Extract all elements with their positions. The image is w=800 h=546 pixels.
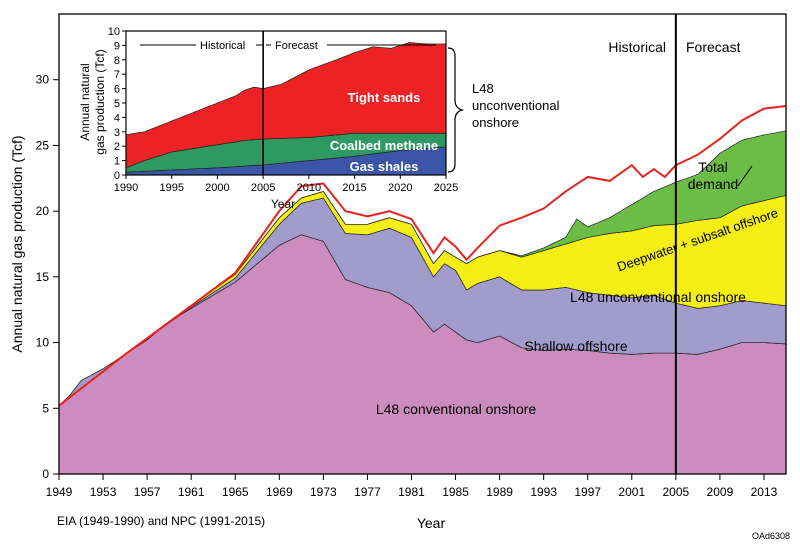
total-demand-line bbox=[58, 105, 787, 407]
main-x-ticks: 1949 1953 1957 1961 1965 1969 1973 1977 1981 1985… bbox=[46, 474, 778, 499]
inset-y-tick-label: 8 bbox=[114, 55, 120, 67]
main-y-tick-label: 20 bbox=[36, 204, 50, 218]
main-x-tick-label: 1977 bbox=[354, 485, 381, 499]
main-forecast-label: Forecast bbox=[686, 39, 741, 55]
inset-x-tick-label: 2005 bbox=[251, 182, 275, 194]
main-x-tick-label: 1993 bbox=[530, 485, 557, 499]
main-x-tick-label: 1969 bbox=[266, 485, 293, 499]
main-y-tick-label: 15 bbox=[36, 270, 50, 284]
inset-x-axis-label: Year bbox=[271, 197, 295, 211]
main-y-axis-label: Annual natural gas production (Tcf) bbox=[9, 135, 25, 352]
main-historical-label: Historical bbox=[608, 39, 666, 55]
main-y-tick-label: 0 bbox=[42, 467, 49, 481]
main-y-tick-label: 5 bbox=[42, 401, 49, 415]
figure-id: OAd6308 bbox=[752, 531, 790, 541]
inset-x-tick-label: 2010 bbox=[297, 182, 321, 194]
main-x-tick-label: 1949 bbox=[46, 485, 73, 499]
main-x-tick-label: 2009 bbox=[707, 485, 734, 499]
inset-y-axis-label-line2: gas production (Tcf) bbox=[93, 49, 107, 154]
main-x-tick-label: 2005 bbox=[662, 485, 689, 499]
main-y-tick-label: 10 bbox=[36, 336, 50, 350]
bracket-label-line2: unconventional bbox=[472, 98, 560, 113]
bracket-label-line1: L48 bbox=[472, 81, 494, 96]
inset-y-tick-label: 3 bbox=[114, 127, 120, 139]
main-x-tick-label: 1985 bbox=[442, 485, 469, 499]
total-demand-label-line1: Total bbox=[698, 159, 728, 175]
source-note: EIA (1949-1990) and NPC (1991-2015) bbox=[57, 514, 265, 528]
inset-x-tick-label: 2015 bbox=[342, 182, 366, 194]
inset-y-axis-label-line1: Annual natural bbox=[78, 63, 92, 140]
inset-historical-label: Historical bbox=[200, 40, 245, 52]
main-x-tick-label: 1957 bbox=[134, 485, 161, 499]
inset-area-layers bbox=[125, 42, 447, 176]
inset-series-label-gas-shales: Gas shales bbox=[350, 159, 419, 174]
main-x-tick-label: 1965 bbox=[222, 485, 249, 499]
main-x-tick-label: 1981 bbox=[398, 485, 425, 499]
main-x-tick-label: 2013 bbox=[751, 485, 778, 499]
inset-y-tick-label: 7 bbox=[114, 69, 120, 81]
total-demand-pointer bbox=[737, 165, 753, 187]
inset-y-tick-label: 6 bbox=[114, 84, 120, 96]
inset-y-tick-label: 0 bbox=[114, 170, 120, 182]
series-label-l48-unconventional: L48 unconventional onshore bbox=[570, 289, 746, 305]
inset-y-ticks: 0 1 2 3 4 5 6 7 8 9 10 bbox=[108, 26, 126, 182]
inset-y-tick-label: 9 bbox=[114, 40, 120, 52]
main-x-tick-label: 1961 bbox=[178, 485, 205, 499]
main-x-tick-label: 1973 bbox=[310, 485, 337, 499]
main-y-tick-label: 25 bbox=[36, 138, 50, 152]
inset-x-tick-label: 1990 bbox=[114, 182, 138, 194]
inset-y-tick-label: 10 bbox=[108, 26, 120, 38]
inset-y-tick-label: 5 bbox=[114, 98, 120, 110]
main-y-tick-label: 30 bbox=[36, 73, 50, 87]
inset-bracket bbox=[447, 47, 465, 173]
main-y-ticks: 0 5 10 15 20 25 30 bbox=[36, 73, 59, 481]
main-x-tick-label: 1997 bbox=[574, 485, 601, 499]
main-x-tick-label: 1989 bbox=[486, 485, 513, 499]
inset-x-ticks: 1990 1995 2000 2005 2010 2015 2020 2025 bbox=[114, 175, 458, 194]
inset-y-tick-label: 4 bbox=[114, 112, 120, 124]
inset-x-tick-label: 2000 bbox=[205, 182, 229, 194]
bracket-label-line3: onshore bbox=[472, 115, 519, 130]
inset-x-tick-label: 1995 bbox=[159, 182, 183, 194]
inset-x-tick-label: 2020 bbox=[388, 182, 412, 194]
series-label-l48-conventional: L48 conventional onshore bbox=[376, 401, 537, 417]
inset-y-tick-label: 2 bbox=[114, 141, 120, 153]
main-x-axis-label: Year bbox=[417, 515, 446, 531]
main-plot-frame bbox=[58, 13, 787, 475]
main-x-tick-label: 1953 bbox=[90, 485, 117, 499]
main-x-tick-label: 2001 bbox=[618, 485, 645, 499]
inset-series-label-tight-sands: Tight sands bbox=[348, 90, 421, 105]
inset-y-tick-label: 1 bbox=[114, 156, 120, 168]
total-demand-label-line2: demand bbox=[688, 176, 739, 192]
inset-series-label-coalbed-methane: Coalbed methane bbox=[330, 138, 438, 153]
inset-forecast-label: Forecast bbox=[275, 40, 318, 52]
series-label-shallow-offshore: Shallow offshore bbox=[524, 338, 627, 354]
inset-x-tick-label: 2025 bbox=[434, 182, 458, 194]
